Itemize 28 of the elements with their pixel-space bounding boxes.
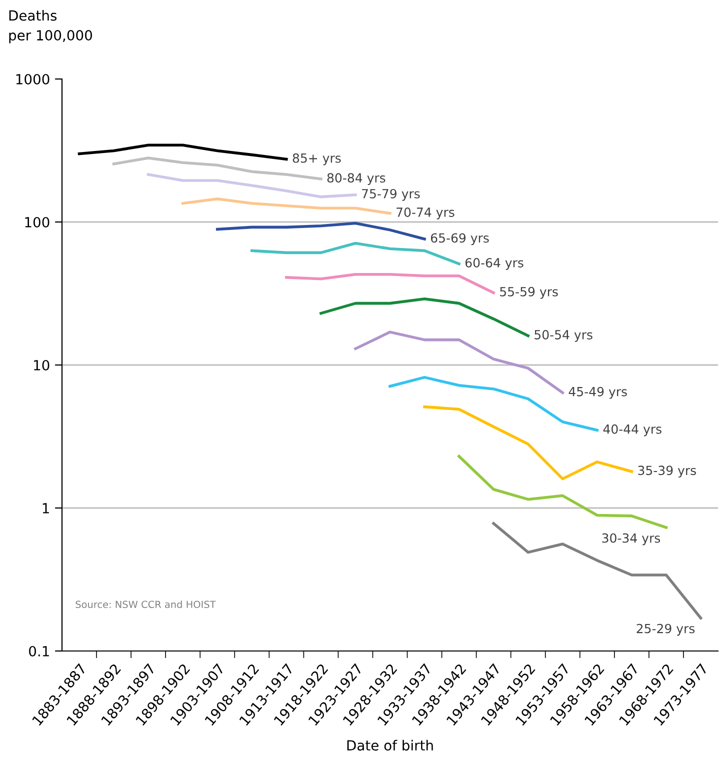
line-series bbox=[320, 297, 530, 338]
series-label: 40-44 yrs bbox=[603, 424, 662, 436]
series-label: 30-34 yrs bbox=[602, 533, 660, 546]
line-series bbox=[285, 273, 495, 294]
series-label: 80-84 yrs bbox=[327, 173, 386, 185]
y-tick-label: 1 bbox=[42, 503, 49, 514]
series-label: 35-39 yrs bbox=[638, 466, 696, 478]
y-tick-label: 100 bbox=[25, 216, 50, 228]
y-tick-label: 0.1 bbox=[29, 646, 49, 656]
series-label: 55-59 yrs bbox=[500, 286, 558, 299]
line-series bbox=[181, 198, 392, 215]
line-series bbox=[250, 242, 460, 266]
series-label: 50-54 yrs bbox=[534, 330, 592, 342]
line-series bbox=[492, 522, 702, 620]
series-label: 45-49 yrs bbox=[568, 386, 627, 399]
y-axis-title: Deaths per 100,000 bbox=[9, 10, 92, 44]
series-label: 85+ yrs bbox=[292, 153, 341, 166]
series-label: 70-74 yrs bbox=[396, 207, 454, 220]
annotation: Source: NSW CCR and HOIST bbox=[76, 600, 216, 608]
series-label: 60-64 yrs bbox=[465, 258, 524, 270]
series-label: 75-79 yrs bbox=[362, 188, 420, 201]
series-label: 25-29 yrs bbox=[636, 624, 695, 636]
line-series bbox=[216, 222, 426, 240]
x-axis-title: Date of birth bbox=[347, 740, 433, 751]
y-tick-label: 1000 bbox=[16, 74, 50, 84]
series-label: 65-69 yrs bbox=[430, 233, 489, 246]
y-tick-label: 10 bbox=[34, 360, 50, 370]
line-series bbox=[78, 144, 288, 161]
